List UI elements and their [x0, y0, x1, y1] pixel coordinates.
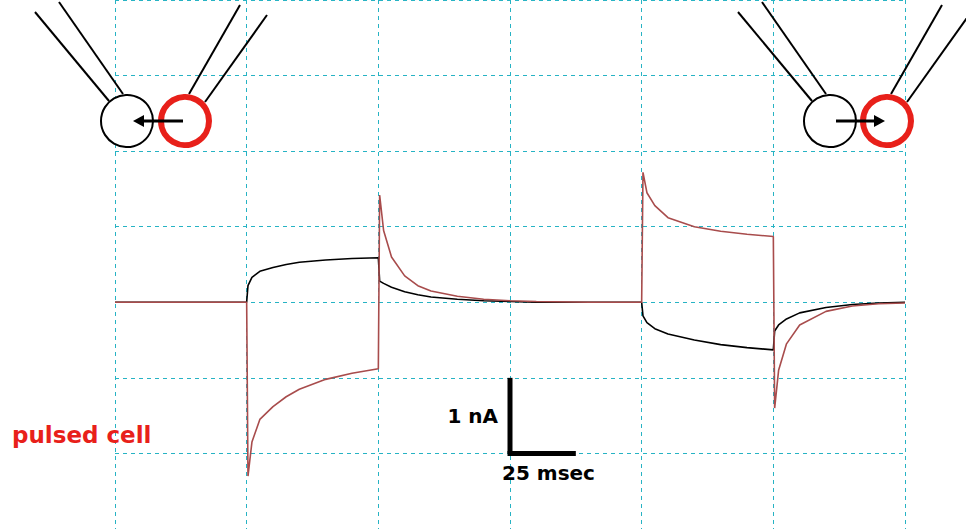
svg-text:1 nA: 1 nA	[447, 404, 498, 428]
svg-text:25 msec: 25 msec	[502, 461, 595, 485]
svg-text:pulsed cell: pulsed cell	[12, 422, 151, 448]
